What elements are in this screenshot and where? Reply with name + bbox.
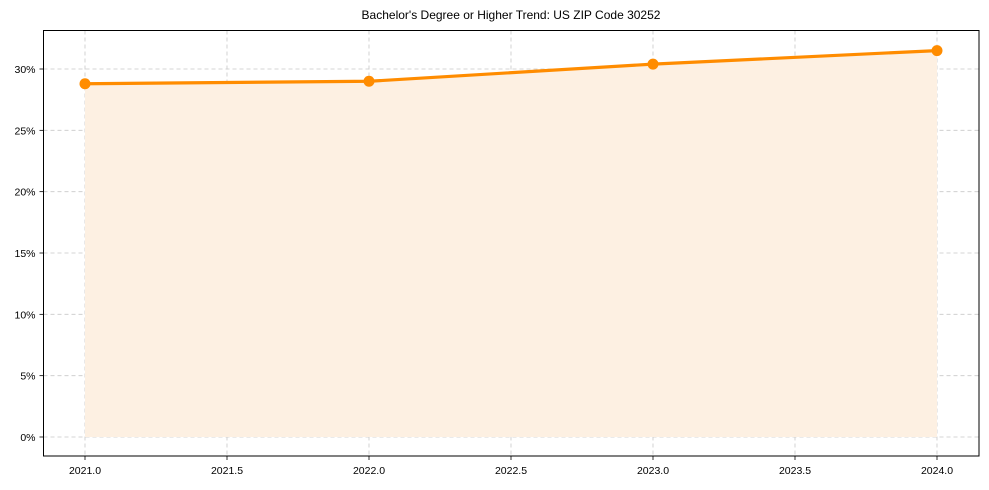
x-tick-label: 2022.5 <box>495 465 527 477</box>
y-tick-label: 30% <box>14 64 35 76</box>
x-tick-label: 2023.5 <box>779 465 811 477</box>
data-point-marker <box>647 58 659 70</box>
x-tick-label: 2023.0 <box>637 465 669 477</box>
x-tick-label: 2021.0 <box>69 465 101 477</box>
chart-title: Bachelor's Degree or Higher Trend: US ZI… <box>361 8 661 22</box>
area-fill <box>85 50 937 437</box>
data-point-marker <box>363 75 375 87</box>
x-tick-label: 2021.5 <box>211 465 243 477</box>
y-tick-label: 5% <box>20 371 35 383</box>
x-axis-ticks: 2021.0 2021.5 2022.0 2022.5 2023.0 2023.5 2024… <box>69 456 953 477</box>
data-point-marker <box>79 78 91 90</box>
y-tick-label: 10% <box>14 309 35 321</box>
y-tick-label: 25% <box>14 125 35 137</box>
y-tick-label: 15% <box>14 248 35 260</box>
data-line <box>83 48 939 86</box>
y-tick-label: 0% <box>20 432 35 444</box>
y-tick-label: 20% <box>14 187 35 199</box>
y-axis-ticks: 0% 5% 10% 15% 20% 25% 30% <box>14 64 44 444</box>
x-tick-label: 2024.0 <box>921 465 953 477</box>
data-markers <box>79 45 943 90</box>
x-tick-label: 2022.0 <box>353 465 385 477</box>
data-point-marker <box>931 45 943 57</box>
